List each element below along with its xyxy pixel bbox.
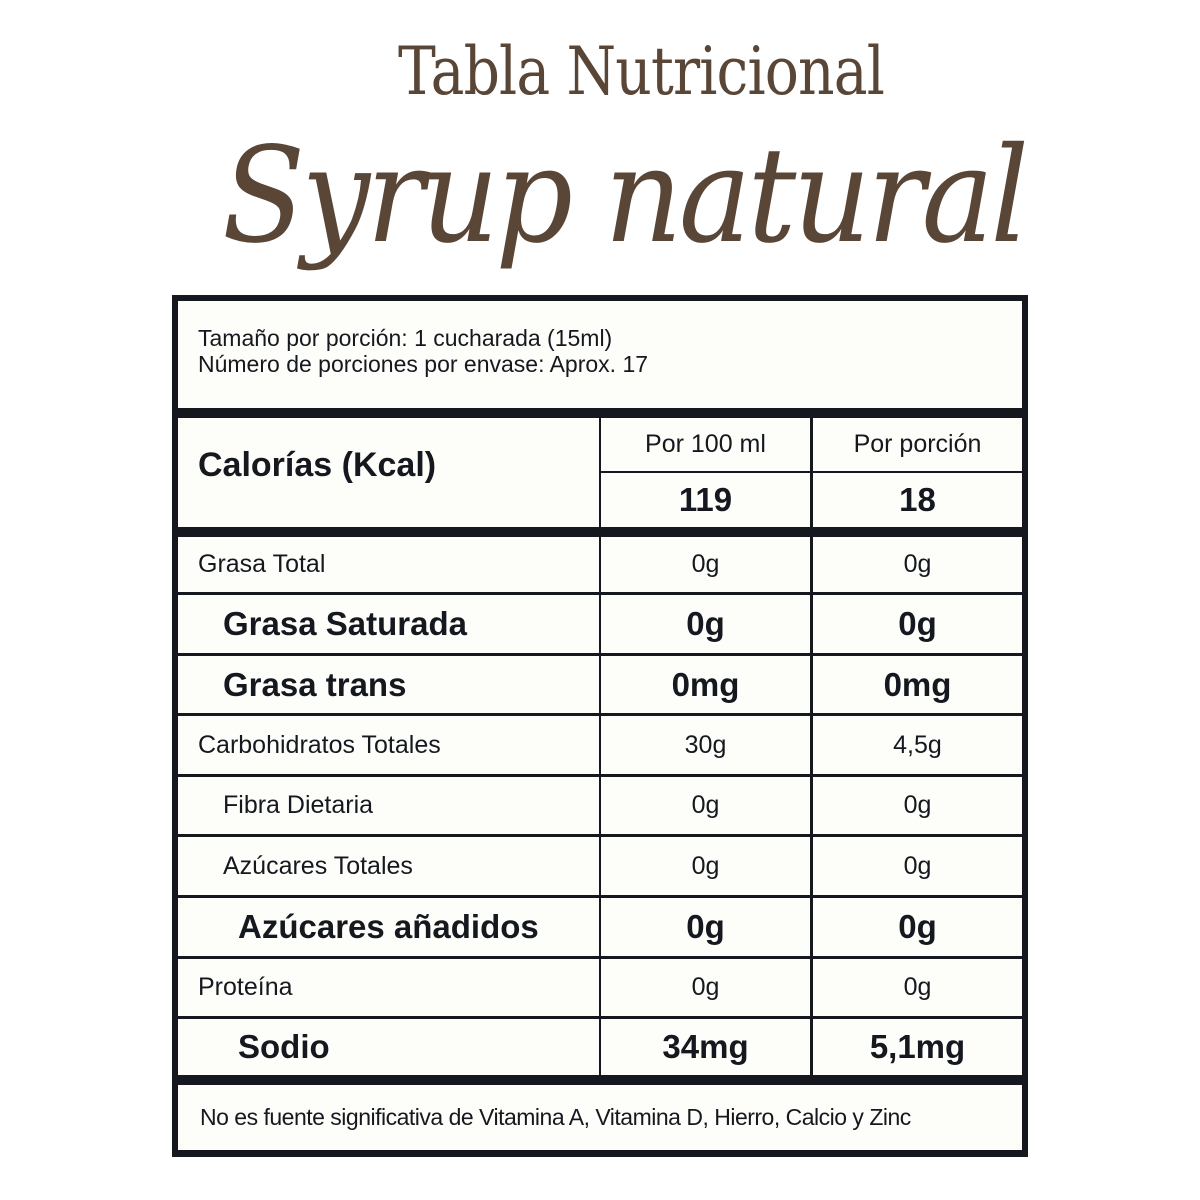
title-product-name: Syrup natural — [222, 119, 1029, 273]
nutrient-per-100ml: 0mg — [601, 656, 810, 713]
nutrient-name: Azúcares Totales — [178, 837, 599, 895]
serving-info: Tamaño por porción: 1 cucharada (15ml) N… — [178, 301, 1022, 408]
footer-note: No es fuente significativa de Vitamina A… — [178, 1085, 1022, 1150]
nutrient-per-serving: 0g — [813, 777, 1022, 834]
nutrient-per-100ml: 0g — [601, 898, 810, 956]
nutrient-per-100ml: 0g — [601, 837, 810, 895]
nutrient-per-100ml: 0g — [601, 959, 810, 1016]
nutrient-per-100ml: 34mg — [601, 1019, 810, 1075]
nutrient-name: Grasa Total — [178, 537, 599, 592]
nutrient-name: Carbohidratos Totales — [178, 716, 599, 774]
calories-per-100ml: 119 — [601, 473, 810, 527]
nutrient-name: Proteína — [178, 959, 599, 1016]
nutrient-per-serving: 0g — [813, 898, 1022, 956]
nutrient-name: Grasa trans — [178, 656, 599, 713]
col-header-per-100ml: Por 100 ml — [601, 418, 810, 471]
servings-per-container: Número de porciones por envase: Aprox. 1… — [198, 351, 649, 377]
nutrition-table: Tamaño por porción: 1 cucharada (15ml) N… — [172, 295, 1028, 1157]
nutrient-name: Grasa Saturada — [178, 595, 599, 653]
nutrient-name: Fibra Dietaria — [178, 777, 599, 834]
nutrient-per-serving: 4,5g — [813, 716, 1022, 774]
nutrient-per-100ml: 0g — [601, 537, 810, 592]
nutrient-per-serving: 0g — [813, 959, 1022, 1016]
nutrient-per-serving: 0g — [813, 537, 1022, 592]
nutrient-per-serving: 5,1mg — [813, 1019, 1022, 1075]
nutrient-per-serving: 0mg — [813, 656, 1022, 713]
col-header-per-serving: Por porción — [813, 418, 1022, 471]
nutrient-per-serving: 0g — [813, 837, 1022, 895]
nutrient-per-100ml: 0g — [601, 595, 810, 653]
nutrient-per-serving: 0g — [813, 595, 1022, 653]
calories-label: Calorías (Kcal) — [178, 418, 599, 527]
serving-size: Tamaño por porción: 1 cucharada (15ml) — [198, 325, 613, 351]
calories-per-serving: 18 — [813, 473, 1022, 527]
nutrient-per-100ml: 0g — [601, 777, 810, 834]
nutrient-name: Sodio — [178, 1019, 599, 1075]
nutrient-per-100ml: 30g — [601, 716, 810, 774]
nutrient-name: Azúcares añadidos — [178, 898, 599, 956]
title-tabla-nutricional: Tabla Nutricional — [398, 33, 885, 110]
